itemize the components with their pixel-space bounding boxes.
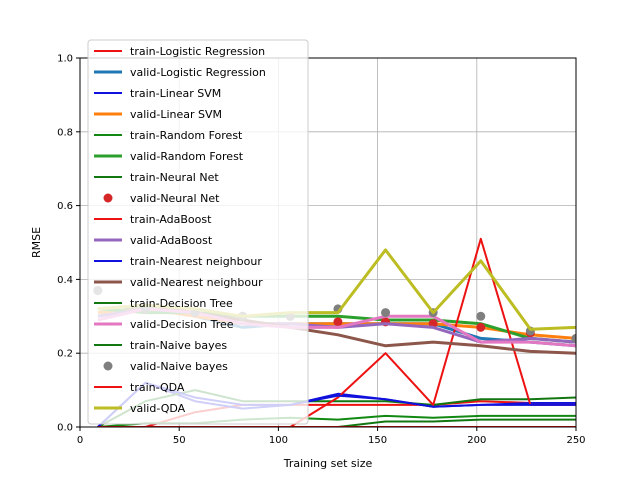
series-point-15 [381, 308, 391, 318]
legend-label: train-Naive bayes [130, 339, 227, 352]
x-tick-label: 100 [269, 435, 288, 446]
legend-label: valid-AdaBoost [130, 234, 213, 247]
y-tick-label: 0.0 [57, 423, 73, 434]
y-tick-label: 0.2 [57, 349, 73, 360]
x-tick-label: 0 [77, 435, 83, 446]
plot-frame [79, 57, 577, 428]
legend-label: valid-Decision Tree [130, 318, 234, 331]
axes: 0 50 100 150 200 250 0.0 0.2 0.4 0.6 0.8 1.0 [57, 54, 585, 447]
legend-label: valid-Neural Net [130, 192, 220, 205]
legend-label: valid-Nearest neighbour [130, 276, 263, 289]
legend-label: valid-QDA [130, 402, 186, 415]
legend-label: train-Neural Net [130, 171, 219, 184]
series-point-7 [476, 322, 486, 332]
legend-label: train-Nearest neighbour [130, 255, 262, 268]
series-point-15 [476, 311, 486, 321]
y-axis-label: RMSE [30, 227, 43, 258]
y-tick-label: 1.0 [57, 54, 73, 65]
legend-label: valid-Linear SVM [130, 108, 222, 121]
y-tick-label: 0.8 [57, 127, 73, 138]
legend-label: train-Random Forest [130, 129, 243, 142]
x-tick-label: 150 [368, 435, 387, 446]
x-tick-label: 200 [467, 435, 486, 446]
y-tick-label: 0.6 [57, 201, 73, 212]
series-point-15 [571, 333, 576, 343]
y-tick-label: 0.4 [57, 275, 73, 286]
x-tick-label: 250 [566, 435, 585, 446]
legend-label: train-Decision Tree [130, 297, 233, 310]
legend-swatch [103, 361, 113, 371]
legend-label: valid-Naive bayes [130, 360, 228, 373]
series-point-7 [333, 317, 343, 327]
legend-label: train-AdaBoost [130, 213, 212, 226]
legend-label: valid-Logistic Regression [130, 66, 266, 79]
legend-label: valid-Random Forest [130, 150, 244, 163]
legend-label: train-Linear SVM [130, 87, 221, 100]
legend-label: train-Logistic Regression [130, 45, 265, 58]
legend-label: train-QDA [130, 381, 185, 394]
series-line-14 [97, 418, 576, 427]
series-line-8 [97, 237, 576, 427]
x-axis-label: Training set size [283, 457, 373, 470]
legend-box [87, 39, 309, 425]
legend: train-Logistic Regression valid-Logistic … [87, 39, 309, 425]
x-tick-label: 50 [173, 435, 186, 446]
legend-swatch [103, 193, 113, 203]
